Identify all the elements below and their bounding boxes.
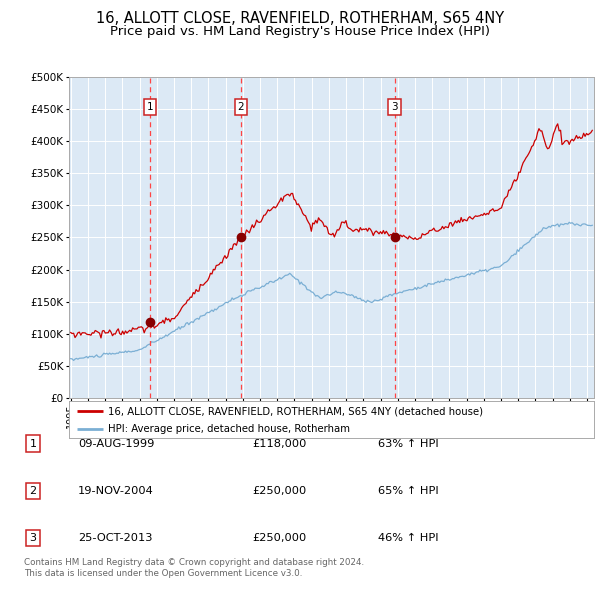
Text: 1: 1 <box>146 102 153 112</box>
Text: £118,000: £118,000 <box>252 439 307 448</box>
Text: 25-OCT-2013: 25-OCT-2013 <box>78 533 152 543</box>
Text: 3: 3 <box>29 533 37 543</box>
Text: 46% ↑ HPI: 46% ↑ HPI <box>378 533 439 543</box>
Text: 19-NOV-2004: 19-NOV-2004 <box>78 486 154 496</box>
Text: 16, ALLOTT CLOSE, RAVENFIELD, ROTHERHAM, S65 4NY (detached house): 16, ALLOTT CLOSE, RAVENFIELD, ROTHERHAM,… <box>109 407 484 417</box>
Text: 3: 3 <box>391 102 398 112</box>
Text: 2: 2 <box>29 486 37 496</box>
Text: 65% ↑ HPI: 65% ↑ HPI <box>378 486 439 496</box>
Text: 09-AUG-1999: 09-AUG-1999 <box>78 439 154 448</box>
Text: Contains HM Land Registry data © Crown copyright and database right 2024.
This d: Contains HM Land Registry data © Crown c… <box>24 558 364 578</box>
Text: 1: 1 <box>29 439 37 448</box>
Text: 16, ALLOTT CLOSE, RAVENFIELD, ROTHERHAM, S65 4NY: 16, ALLOTT CLOSE, RAVENFIELD, ROTHERHAM,… <box>96 11 504 25</box>
Text: 63% ↑ HPI: 63% ↑ HPI <box>378 439 439 448</box>
Text: HPI: Average price, detached house, Rotherham: HPI: Average price, detached house, Roth… <box>109 424 350 434</box>
Text: Price paid vs. HM Land Registry's House Price Index (HPI): Price paid vs. HM Land Registry's House … <box>110 25 490 38</box>
Text: £250,000: £250,000 <box>252 486 306 496</box>
Text: £250,000: £250,000 <box>252 533 306 543</box>
Text: 2: 2 <box>238 102 244 112</box>
